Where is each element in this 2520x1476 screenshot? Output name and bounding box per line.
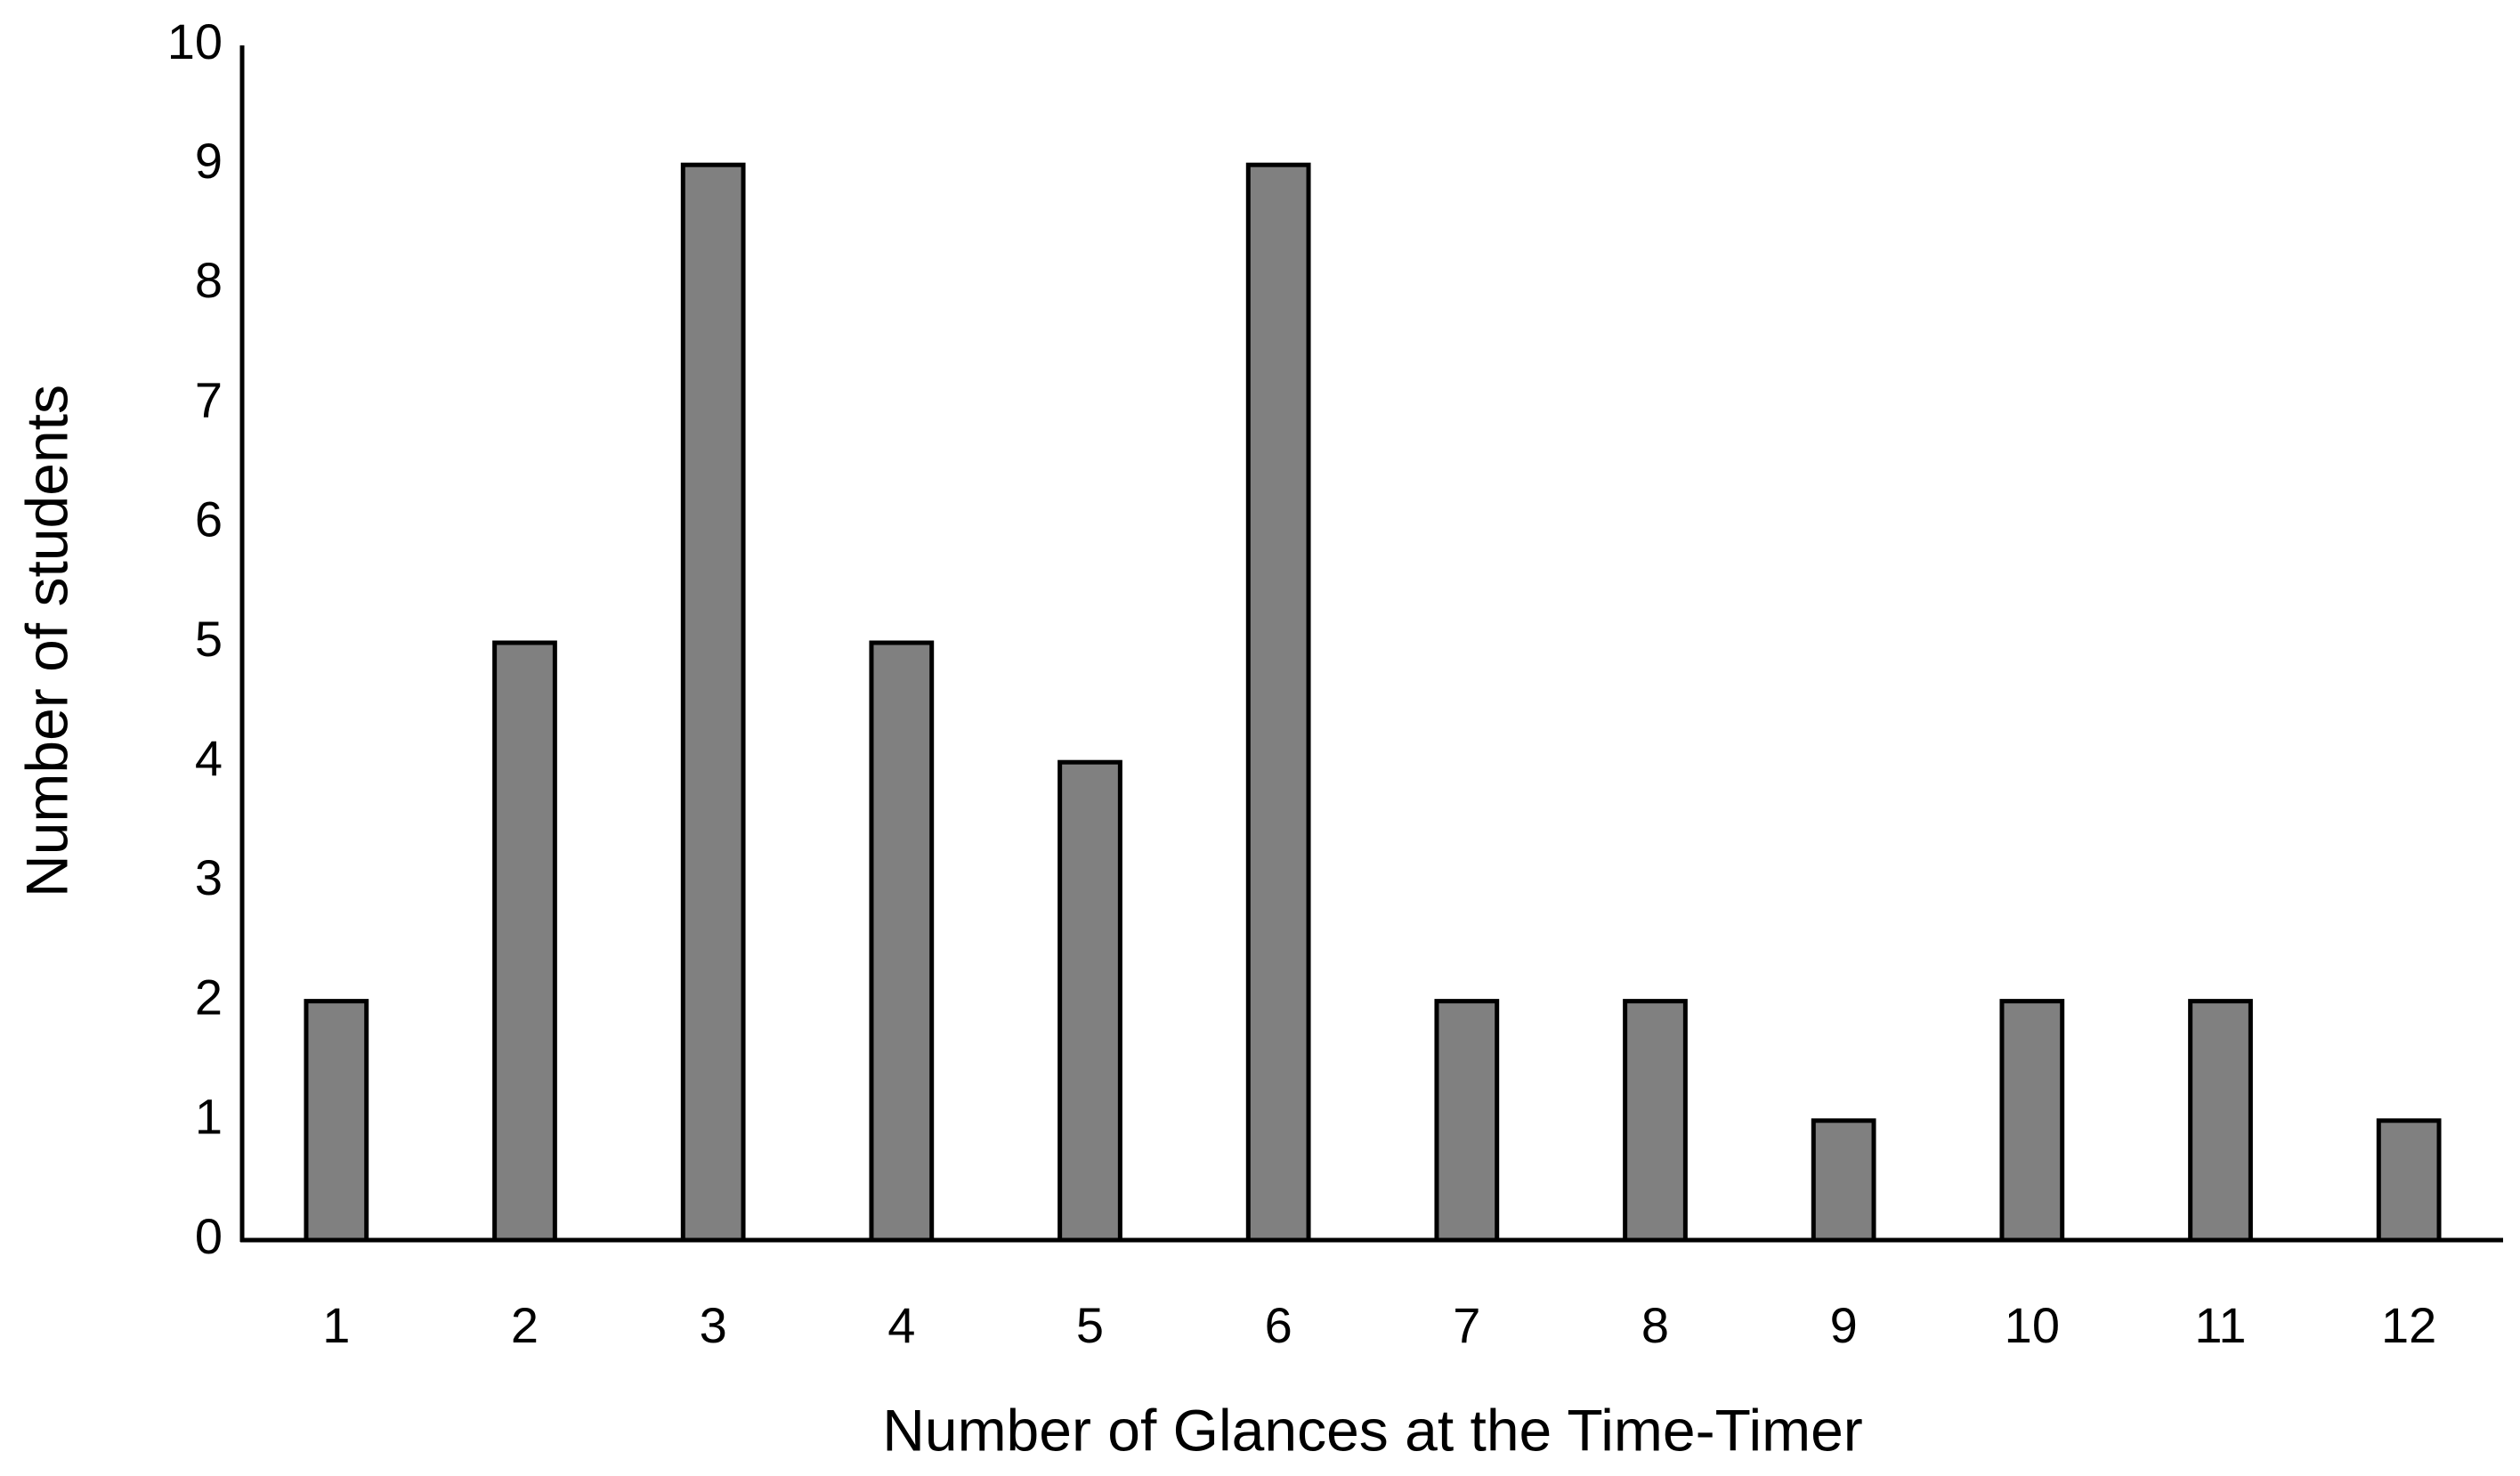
x-tick-label: 7 xyxy=(1453,1297,1480,1353)
bar xyxy=(1623,999,1688,1243)
x-tick-label: 9 xyxy=(1830,1297,1858,1353)
x-tick-label: 8 xyxy=(1641,1297,1669,1353)
x-tick-label: 4 xyxy=(887,1297,915,1353)
y-tick-label: 1 xyxy=(195,1089,223,1145)
y-axis-title: Number of students xyxy=(13,385,79,897)
y-tick-label: 3 xyxy=(195,849,223,905)
bar xyxy=(680,162,746,1243)
bar xyxy=(1811,1118,1876,1243)
bar xyxy=(492,640,557,1243)
y-tick-label: 5 xyxy=(195,611,223,667)
x-axis-title: Number of Glances at the Time-Timer xyxy=(882,1397,1863,1463)
bar xyxy=(1245,162,1311,1243)
y-tick-label: 4 xyxy=(195,730,223,786)
y-tick-label: 0 xyxy=(195,1208,223,1264)
x-tick-label: 10 xyxy=(2005,1297,2060,1353)
y-tick-label: 8 xyxy=(195,252,223,308)
y-tick-label: 2 xyxy=(195,969,223,1025)
bar xyxy=(304,999,369,1243)
bar xyxy=(2188,999,2253,1243)
bar xyxy=(1057,759,1122,1243)
bar xyxy=(1434,999,1500,1243)
bar xyxy=(1999,999,2065,1243)
bar xyxy=(869,640,935,1243)
x-tick-label: 12 xyxy=(2381,1297,2436,1353)
y-tick-label: 7 xyxy=(195,371,223,427)
x-tick-label: 3 xyxy=(700,1297,727,1353)
y-tick-label: 6 xyxy=(195,491,223,547)
y-tick-label: 9 xyxy=(195,133,223,189)
x-tick-label: 2 xyxy=(511,1297,539,1353)
x-tick-label: 11 xyxy=(2194,1297,2246,1353)
bar xyxy=(2376,1118,2442,1243)
x-tick-label: 5 xyxy=(1076,1297,1104,1353)
x-tick-label: 6 xyxy=(1265,1297,1292,1353)
y-tick-label: 10 xyxy=(167,13,223,69)
x-tick-label: 1 xyxy=(322,1297,350,1353)
